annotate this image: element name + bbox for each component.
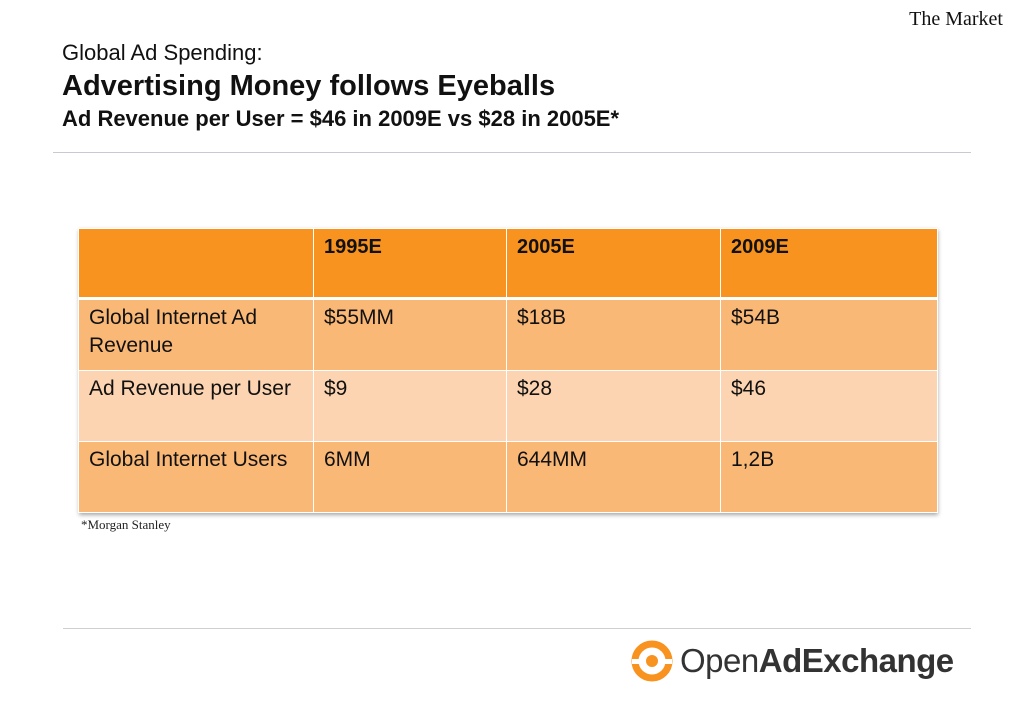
slide-title-block: Global Ad Spending: Advertising Money fo… <box>62 40 619 132</box>
table-row: Global Internet Ad Revenue $55MM $18B $5… <box>78 298 938 371</box>
table-cell: $28 <box>506 370 721 442</box>
table-cell: $18B <box>506 298 721 371</box>
table-header-row: 1995E 2005E 2009E <box>78 228 938 300</box>
header-cell: 1995E <box>313 228 507 300</box>
header-cell: 2009E <box>720 228 938 300</box>
slide-subheadline: Ad Revenue per User = $46 in 2009E vs $2… <box>62 106 620 131</box>
table-cell: $54B <box>720 298 938 371</box>
ad-spending-table: 1995E 2005E 2009E Global Internet Ad Rev… <box>78 228 938 513</box>
row-label-cell: Global Internet Users <box>78 441 314 513</box>
table-cell: $46 <box>720 370 938 442</box>
openadexchange-logo: OpenAdExchange <box>630 638 954 684</box>
logo-text-adexchange: AdExchange <box>758 642 954 679</box>
table-cell: 1,2B <box>720 441 938 513</box>
header-cell: 2005E <box>506 228 721 300</box>
slide-title: Global Ad Spending: <box>62 40 263 65</box>
table-row: Ad Revenue per User $9 $28 $46 <box>78 370 938 442</box>
bottom-divider <box>63 628 971 629</box>
top-divider <box>53 152 971 153</box>
logo-wordmark: OpenAdExchange <box>680 641 954 681</box>
section-label: The Market <box>909 8 1003 30</box>
table-cell: 644MM <box>506 441 721 513</box>
source-footnote: *Morgan Stanley <box>81 517 171 532</box>
slide-headline: Advertising Money follows Eyeballs <box>62 70 556 102</box>
eye-logo-icon <box>631 640 673 682</box>
row-label-cell: Ad Revenue per User <box>78 370 314 442</box>
row-label-cell: Global Internet Ad Revenue <box>78 298 314 371</box>
table-cell: $9 <box>313 370 507 442</box>
table-row: Global Internet Users 6MM 644MM 1,2B <box>78 441 938 513</box>
logo-text-open: Open <box>680 642 759 679</box>
header-cell <box>78 228 314 300</box>
table-cell: $55MM <box>313 298 507 371</box>
table-cell: 6MM <box>313 441 507 513</box>
